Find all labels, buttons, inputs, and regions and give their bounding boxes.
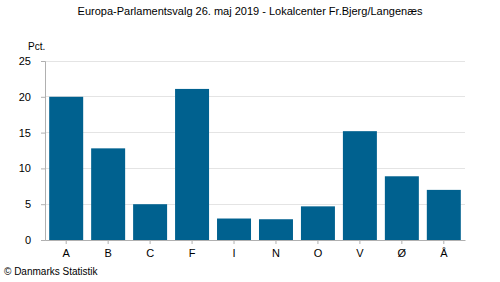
y-tick-mark	[41, 133, 45, 134]
title: Europa-Parlamentsvalg 26. maj 2019 - Lok…	[78, 5, 423, 17]
x-tick: C	[146, 240, 154, 259]
grid-line	[45, 96, 465, 97]
x-tick: F	[189, 240, 196, 259]
bar	[301, 206, 335, 240]
chart: Europa-Parlamentsvalg 26. maj 2019 - Lok…	[0, 0, 500, 282]
x-tick-label: V	[356, 247, 364, 259]
y-tick-label: 25	[19, 55, 31, 67]
bar	[49, 97, 83, 240]
x-tick-mark	[359, 240, 360, 244]
bar	[217, 219, 251, 240]
y-tick: 5	[25, 198, 45, 210]
bar	[343, 131, 377, 240]
y-tick-label: 5	[25, 198, 31, 210]
x-tick-mark	[150, 240, 151, 244]
y-tick-label: 10	[19, 162, 31, 174]
x-tick-label: C	[146, 247, 154, 259]
y-tick: 20	[19, 91, 45, 103]
bar	[133, 204, 167, 240]
y-tick: 0	[25, 234, 45, 246]
y-tick-label: 15	[19, 127, 31, 139]
x-axis: ABCFINOVØÅ	[46, 240, 466, 259]
grid-line	[45, 132, 465, 133]
x-tick-mark	[192, 240, 193, 244]
y-axis-label: Pct.	[28, 41, 45, 52]
y-tick-label: 0	[25, 234, 31, 246]
x-tick-mark	[234, 240, 235, 244]
y-tick-mark	[41, 240, 45, 241]
bars	[49, 89, 461, 240]
x-tick-label: O	[314, 247, 323, 259]
bar	[427, 190, 461, 240]
bar	[385, 176, 419, 240]
grid	[45, 61, 465, 240]
y-tick: 15	[19, 127, 45, 139]
x-tick-mark	[66, 240, 67, 244]
x-tick: I	[232, 240, 235, 259]
x-tick-label: N	[272, 247, 280, 259]
x-tick: A	[63, 240, 71, 259]
x-tick: N	[272, 240, 280, 259]
y-tick-mark	[41, 168, 45, 169]
grid-line	[45, 61, 465, 62]
source: © Danmarks Statistik	[4, 266, 99, 277]
y-tick: 10	[19, 162, 45, 174]
x-tick: V	[356, 240, 364, 259]
x-tick-label: F	[189, 247, 196, 259]
y-axis: 0 5 10 15 20 25	[19, 55, 46, 246]
x-tick-mark	[443, 240, 444, 244]
bar	[259, 219, 293, 240]
x-tick-label: Å	[440, 247, 448, 259]
y-tick-mark	[41, 204, 45, 205]
x-tick-mark	[401, 240, 402, 244]
x-tick-label: Ø	[398, 247, 407, 259]
y-tick: 25	[19, 55, 45, 67]
x-tick: B	[104, 240, 111, 259]
y-tick-mark	[41, 61, 45, 62]
y-axis-line	[41, 62, 46, 241]
x-tick-mark	[108, 240, 109, 244]
x-tick-mark	[275, 240, 276, 244]
x-tick: O	[314, 240, 323, 259]
y-tick-mark	[41, 97, 45, 98]
y-tick-label: 20	[19, 91, 31, 103]
x-tick: Ø	[398, 240, 407, 259]
bar	[175, 89, 209, 240]
bar	[91, 148, 125, 240]
x-tick-label: I	[232, 247, 235, 259]
x-tick-label: A	[63, 247, 71, 259]
x-tick-mark	[317, 240, 318, 244]
x-tick-label: B	[104, 247, 111, 259]
x-tick: Å	[440, 240, 448, 259]
